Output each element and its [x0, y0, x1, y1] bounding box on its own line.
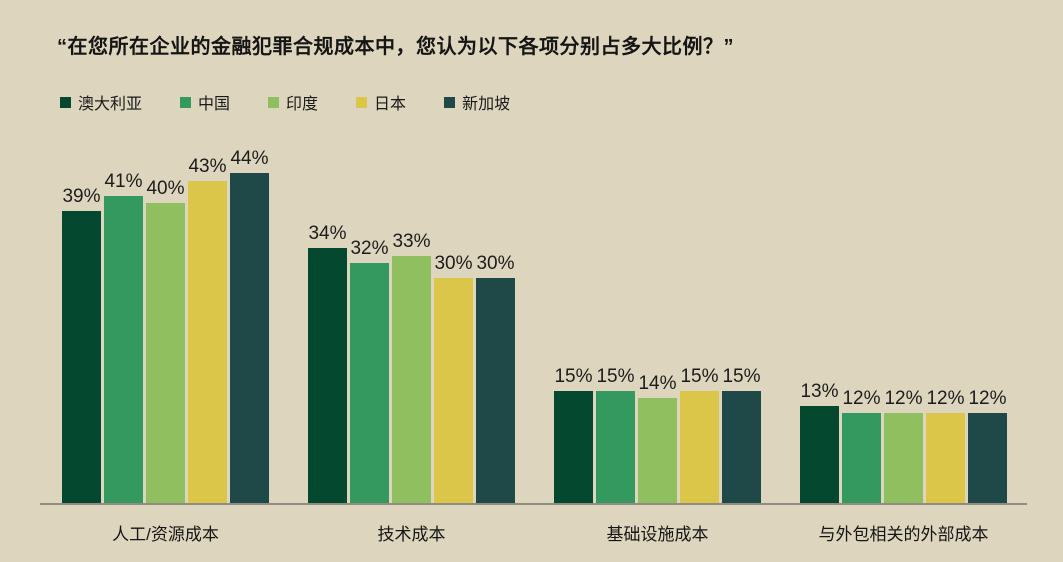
bar [842, 413, 881, 503]
bar-column: 30% [476, 253, 515, 503]
bar-value-label: 12% [926, 388, 965, 410]
bar-value-label: 15% [554, 365, 593, 387]
bar-value-label: 15% [680, 365, 719, 387]
bar [926, 413, 965, 503]
bar-value-label: 14% [638, 373, 677, 395]
bar-value-label: 33% [392, 230, 431, 252]
bar-column: 44% [230, 148, 269, 503]
bar-column: 12% [926, 388, 965, 503]
bar-value-label: 13% [800, 380, 839, 402]
bar-column: 43% [188, 155, 227, 503]
chart-title: “在您所在企业的金融犯罪合规成本中，您认为以下各项分别占多大比例？” [57, 36, 734, 58]
bar [188, 180, 227, 503]
legend-item: 新加坡 [444, 90, 510, 114]
bar-value-label: 30% [476, 253, 515, 275]
bar-column: 15% [722, 365, 761, 503]
bar-column: 15% [596, 365, 635, 503]
legend-item: 澳大利亚 [60, 90, 142, 114]
bar [62, 210, 101, 503]
bar-column: 41% [104, 170, 143, 503]
bar [680, 390, 719, 503]
legend-swatch-icon [268, 96, 280, 108]
bar-value-label: 32% [350, 238, 389, 260]
bar-value-label: 44% [230, 148, 269, 170]
x-axis-line [40, 503, 1027, 505]
bar [350, 263, 389, 503]
legend-label: 中国 [198, 96, 231, 113]
bar-value-label: 43% [188, 155, 227, 177]
bar-value-label: 12% [884, 388, 923, 410]
bar-column: 13% [800, 380, 839, 503]
bar-value-label: 34% [308, 223, 347, 245]
bar [392, 255, 431, 503]
bar-value-label: 30% [434, 253, 473, 275]
legend-swatch-icon [444, 96, 456, 108]
legend-label: 印度 [286, 96, 319, 113]
bar-group: 34% 32% 33% 30% 30% [308, 223, 515, 503]
bar-column: 32% [350, 238, 389, 503]
bar [104, 195, 143, 503]
bar-column: 14% [638, 373, 677, 503]
bar [968, 413, 1007, 503]
bar-group: 13% 12% 12% 12% 12% [800, 380, 1007, 503]
category-label: 基础设施成本 [606, 525, 709, 544]
bar [722, 390, 761, 503]
legend-label: 新加坡 [462, 96, 511, 113]
bar-column: 12% [968, 388, 1007, 503]
legend-label: 澳大利亚 [78, 96, 143, 113]
legend-swatch-icon [356, 96, 368, 108]
legend-item: 日本 [356, 90, 406, 114]
category-label: 人工/资源成本 [112, 525, 219, 544]
legend: 澳大利亚 中国 印度 日本 新加坡 [60, 90, 510, 114]
bar-value-label: 12% [968, 388, 1007, 410]
bar-column: 15% [680, 365, 719, 503]
bar-value-label: 12% [842, 388, 881, 410]
bar-column: 12% [842, 388, 881, 503]
bar [476, 278, 515, 503]
bar [308, 248, 347, 503]
legend-item: 中国 [180, 90, 230, 114]
bar-column: 40% [146, 178, 185, 503]
bar [884, 413, 923, 503]
bar-column: 12% [884, 388, 923, 503]
category-label: 与外包相关的外部成本 [818, 525, 989, 544]
bar [800, 405, 839, 503]
legend-swatch-icon [180, 96, 192, 108]
category-label: 技术成本 [377, 525, 446, 544]
bar-group: 15% 15% 14% 15% 15% [554, 365, 761, 503]
bar-value-label: 40% [146, 178, 185, 200]
legend-label: 日本 [374, 96, 407, 113]
legend-swatch-icon [60, 96, 71, 108]
bar-column: 39% [62, 185, 101, 503]
category-axis: 人工/资源成本 技术成本 基础设施成本 与外包相关的外部成本 [0, 520, 1063, 550]
bar [146, 203, 185, 503]
bar-column: 34% [308, 223, 347, 503]
bar-group: 39% 41% 40% 43% 44% [62, 148, 269, 503]
bar-value-label: 39% [62, 185, 101, 207]
bar-value-label: 15% [722, 365, 761, 387]
bar-column: 33% [392, 230, 431, 503]
bar [554, 390, 593, 503]
bar-value-label: 15% [596, 365, 635, 387]
bar [434, 278, 473, 503]
bar-column: 30% [434, 253, 473, 503]
bar [638, 398, 677, 503]
bar-column: 15% [554, 365, 593, 503]
bar [230, 173, 269, 503]
bar-value-label: 41% [104, 170, 143, 192]
bar [596, 390, 635, 503]
legend-item: 印度 [268, 90, 318, 114]
